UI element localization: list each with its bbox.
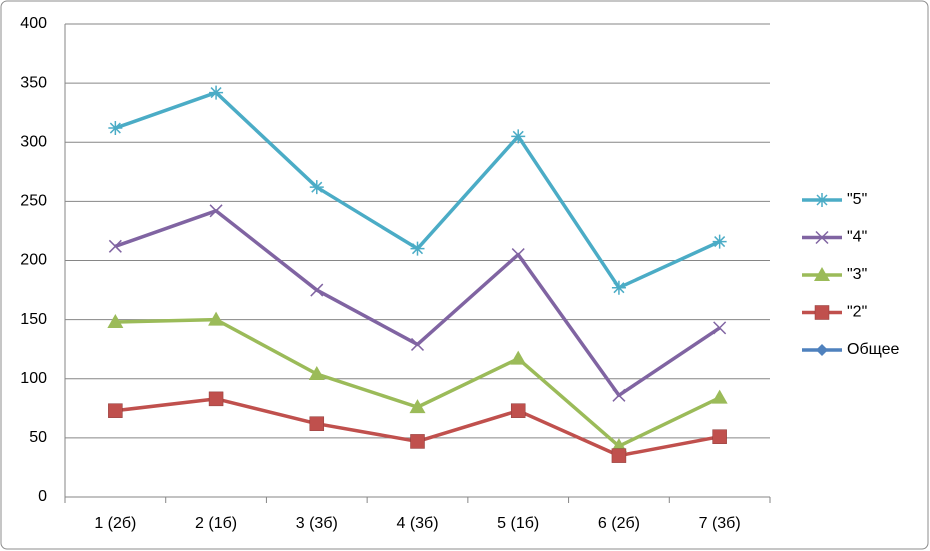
data-point [712, 429, 727, 444]
legend-label: "2" [847, 304, 867, 321]
data-point [611, 280, 626, 295]
data-point [107, 313, 124, 328]
data-point [308, 366, 325, 381]
x-tick-label: 6 (2б) [598, 515, 640, 532]
data-point [510, 350, 527, 365]
y-tick-label: 350 [20, 74, 47, 91]
legend-marker [814, 267, 830, 281]
legend-marker [816, 344, 828, 356]
x-tick-label: 4 (3б) [396, 515, 438, 532]
data-point [108, 403, 123, 418]
x-tick-label: 3 (3б) [296, 515, 338, 532]
data-point [410, 241, 425, 256]
legend-marker [815, 230, 829, 245]
data-point [612, 388, 626, 402]
data-point [409, 399, 426, 414]
data-point [511, 248, 525, 262]
legend-label: Общее [847, 341, 899, 358]
legend-label: "3" [847, 266, 867, 283]
y-tick-label: 50 [29, 429, 47, 446]
data-point [611, 448, 627, 463]
x-tick-label: 7 (3б) [699, 515, 741, 532]
data-point [711, 389, 728, 404]
y-tick-label: 200 [20, 252, 47, 269]
legend-marker [815, 193, 829, 207]
data-point [108, 239, 122, 253]
data-point [510, 403, 526, 418]
data-point [410, 434, 425, 449]
y-tick-label: 100 [20, 370, 47, 387]
data-point [309, 416, 325, 431]
data-point [208, 391, 224, 407]
y-tick-label: 400 [20, 15, 47, 32]
data-point [209, 85, 224, 100]
legend-label: "5" [847, 191, 867, 208]
x-tick-label: 5 (1б) [497, 515, 539, 532]
data-point [712, 234, 727, 249]
data-point [208, 311, 225, 326]
data-point [511, 129, 526, 144]
y-tick-label: 150 [20, 311, 47, 328]
legend-marker [814, 305, 830, 320]
x-tick-label: 2 (1б) [195, 515, 237, 532]
y-tick-label: 300 [20, 133, 47, 150]
x-tick-label: 1 (2б) [94, 515, 136, 532]
data-point [713, 321, 727, 335]
data-point [309, 180, 324, 195]
y-tick-label: 250 [20, 193, 47, 210]
legend-label: "4" [847, 229, 867, 246]
data-point [108, 121, 123, 136]
y-tick-label: 0 [38, 488, 47, 505]
data-point [310, 283, 324, 297]
data-point [209, 204, 223, 218]
data-point [410, 337, 425, 351]
